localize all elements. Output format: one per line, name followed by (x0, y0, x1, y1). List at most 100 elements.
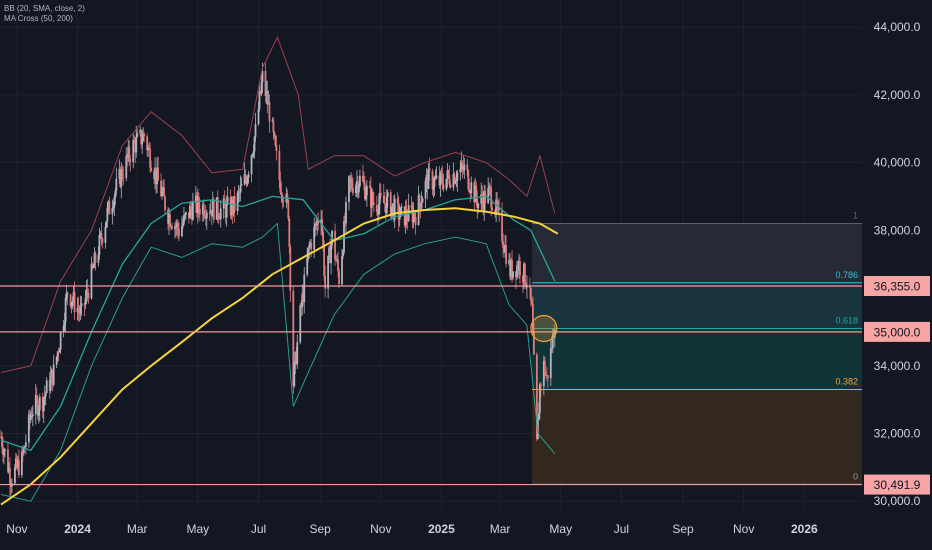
candle-body (441, 175, 444, 185)
candle-body (428, 168, 431, 172)
candle-body (189, 206, 192, 211)
candle-body (51, 369, 54, 385)
candle-body (209, 210, 212, 214)
fib-zone (531, 223, 862, 283)
candle-body (279, 180, 282, 193)
candle-body (56, 351, 59, 357)
candle-body (37, 410, 40, 416)
candle-body (43, 395, 46, 399)
candle-body (222, 198, 225, 209)
candle-body (266, 91, 269, 105)
candle-body (516, 265, 518, 278)
candle-body (463, 164, 466, 171)
candle-body (502, 241, 504, 248)
candle-body (181, 226, 183, 237)
candle-body (295, 352, 298, 364)
candle-body (243, 174, 246, 185)
candle-body (518, 260, 520, 271)
candle-body (523, 263, 525, 283)
candle-body (50, 369, 53, 377)
candle-body (468, 189, 471, 193)
x-tick-label: Nov (6, 522, 27, 536)
candle-body (57, 351, 60, 353)
axes: 44,000.0 42,000.0 40,000.0 38,000.0 34,000.0… (6, 20, 920, 536)
candle-body (365, 185, 368, 196)
candle-body (267, 102, 270, 105)
candle-body (474, 185, 477, 203)
candle-body (392, 203, 395, 220)
candle-body (258, 91, 261, 109)
candle-body (237, 191, 240, 193)
candle-body (553, 329, 556, 338)
y-tick-label: 30,000.0 (874, 494, 921, 508)
indicator-ma-200 (0, 207, 559, 506)
candle-body (292, 290, 295, 387)
candle-body (224, 205, 227, 218)
candle-body (438, 175, 441, 186)
candle-body (34, 394, 37, 415)
candle-body (195, 195, 198, 214)
x-tick-label: Nov (370, 522, 391, 536)
indicator-bb[interactable]: BB (20, SMA, close, 2) (4, 4, 85, 13)
candle-body (194, 195, 197, 202)
candle-body (197, 196, 200, 209)
candle-body (466, 164, 469, 171)
candle-body (44, 392, 47, 396)
candle-body (91, 264, 94, 268)
candle-body (4, 449, 6, 452)
candle-body (412, 212, 415, 223)
candle-body (362, 181, 365, 184)
candle-body (198, 208, 201, 215)
x-tick-label: Sep (309, 522, 331, 536)
candle-body (512, 271, 514, 278)
candle-body (99, 232, 102, 235)
candle-body (238, 191, 241, 193)
candle-body (383, 202, 386, 205)
candle-body (0, 436, 2, 438)
candle-body (133, 139, 136, 143)
candle-body (359, 175, 361, 187)
fib-level-label: 0.382 (835, 376, 858, 386)
candle-body (361, 175, 364, 182)
candle-body (182, 223, 184, 227)
candle-body (371, 192, 374, 203)
candle-body (448, 175, 451, 185)
fibonacci-retracement[interactable]: 1 0.786 0.618 0.382 0 (531, 211, 862, 485)
candle-body (303, 274, 306, 302)
candle-body (42, 398, 45, 412)
candle-body (169, 214, 171, 227)
candle-body (203, 216, 206, 218)
horizontal-levels[interactable]: 36,355.0 35,000.0 30,491.9 (0, 276, 930, 495)
candle-body (178, 229, 180, 237)
candle-body (445, 178, 448, 190)
candle-body (77, 308, 80, 311)
candle-body (63, 321, 66, 326)
candle-body (338, 270, 340, 284)
candle-body (403, 206, 406, 226)
candle-body (404, 209, 407, 226)
candle-body (80, 303, 83, 307)
candle-body (424, 180, 427, 199)
candle-body (370, 192, 373, 208)
candle-body (113, 197, 116, 208)
candle-body (517, 265, 519, 271)
candle-body (351, 180, 353, 188)
candle-body (376, 211, 379, 215)
indicator-ma-cross[interactable]: MA Cross (50, 200) (4, 14, 73, 23)
candle-body (396, 198, 399, 204)
candle-body (287, 200, 290, 219)
candle-body (223, 198, 226, 206)
candle-body (550, 347, 553, 349)
y-tick-label: 44,000.0 (874, 20, 921, 34)
candle-body (140, 129, 143, 145)
candle-body (98, 234, 101, 255)
highlight-circle (530, 314, 558, 343)
candle-body (434, 177, 437, 179)
candle-body (142, 133, 145, 141)
candle-body (78, 310, 81, 314)
candle-body (7, 449, 9, 472)
x-tick-label: Jul (251, 522, 266, 536)
candle-body (168, 214, 170, 224)
candle-body (461, 162, 464, 167)
